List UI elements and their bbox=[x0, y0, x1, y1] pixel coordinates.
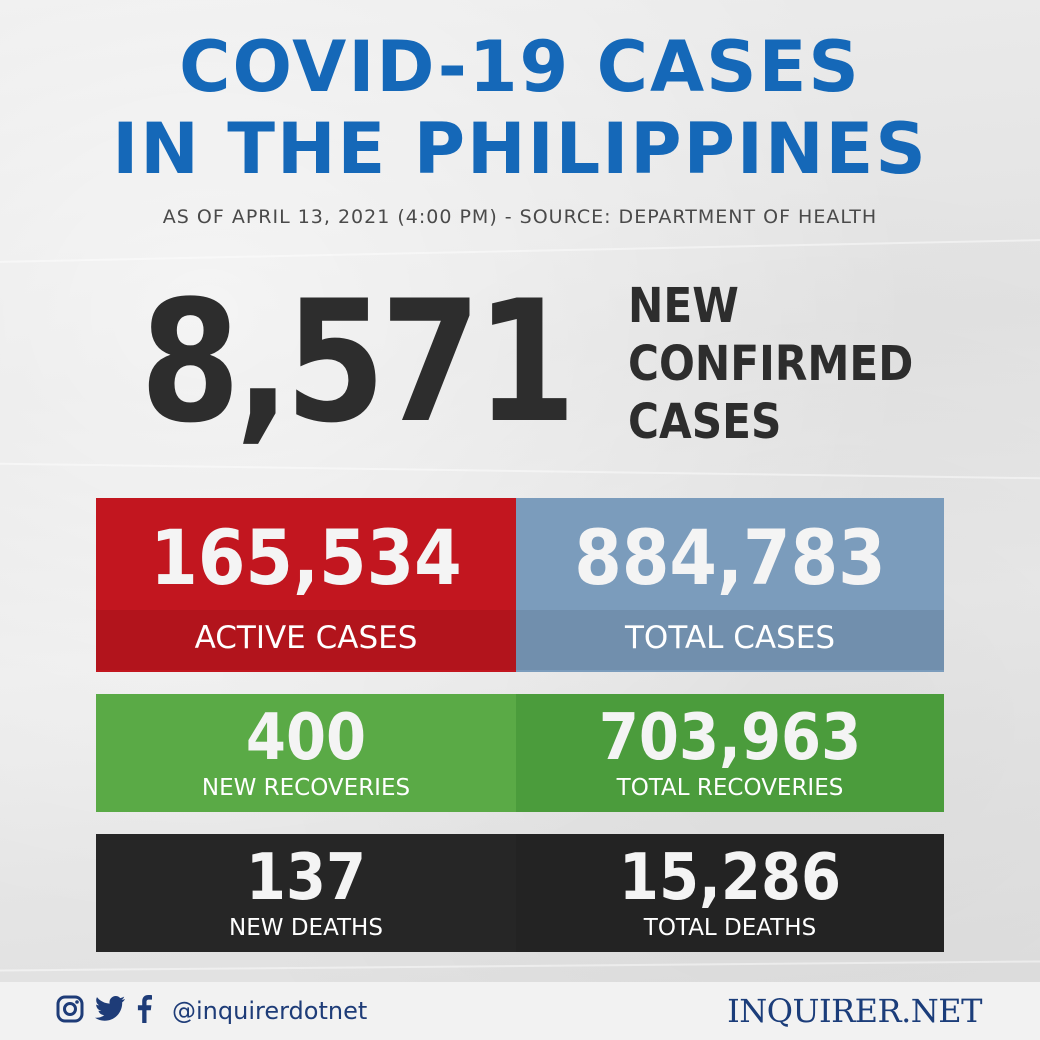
title-line-1: COVID-19 CASES bbox=[179, 26, 861, 108]
active-cases-panel: 165,534 ACTIVE CASES bbox=[96, 498, 516, 672]
new-deaths-panel: 137 NEW DEATHS bbox=[96, 834, 516, 952]
twitter-icon[interactable] bbox=[94, 995, 126, 1027]
panel-label-band bbox=[516, 610, 944, 670]
total-cases-panel: 884,783 TOTAL CASES bbox=[516, 498, 944, 672]
brand-logo: INQUIRER.NET bbox=[727, 992, 982, 1030]
new-confirmed-cases-value: 8,571 bbox=[140, 264, 576, 460]
new-deaths-value: 137 bbox=[245, 841, 367, 915]
footer: @inquirerdotnet INQUIRER.NET bbox=[0, 982, 1040, 1040]
active-cases-value: 165,534 bbox=[150, 513, 462, 602]
new-confirmed-label-line-3: CASES bbox=[628, 394, 782, 450]
instagram-icon[interactable] bbox=[56, 995, 84, 1027]
paper-texture-line bbox=[0, 960, 1040, 972]
new-recoveries-label: NEW RECOVERIES bbox=[201, 775, 411, 801]
total-recoveries-label: TOTAL RECOVERIES bbox=[616, 775, 844, 801]
facebook-icon[interactable] bbox=[136, 995, 152, 1027]
total-recoveries-panel: 703,963 TOTAL RECOVERIES bbox=[516, 694, 944, 812]
total-deaths-panel: 15,286 TOTAL DEATHS bbox=[516, 834, 944, 952]
total-deaths-label: TOTAL DEATHS bbox=[643, 915, 817, 941]
active-cases-label: ACTIVE CASES bbox=[194, 620, 418, 656]
panel-label-band bbox=[96, 610, 516, 670]
new-recoveries-value: 400 bbox=[245, 701, 367, 775]
total-cases-label: TOTAL CASES bbox=[625, 620, 835, 656]
new-confirmed-label-line-2: CONFIRMED bbox=[628, 336, 914, 392]
title-line-2: IN THE PHILIPPINES bbox=[112, 108, 928, 190]
social-handle[interactable]: @inquirerdotnet bbox=[172, 997, 368, 1025]
social-links bbox=[56, 995, 162, 1027]
total-recoveries-value: 703,963 bbox=[598, 701, 862, 775]
paper-texture-line bbox=[0, 238, 1040, 264]
total-cases-value: 884,783 bbox=[574, 513, 886, 602]
new-recoveries-panel: 400 NEW RECOVERIES bbox=[96, 694, 516, 812]
total-deaths-value: 15,286 bbox=[618, 841, 842, 915]
paper-texture-line bbox=[0, 462, 1040, 480]
new-deaths-label: NEW DEATHS bbox=[229, 915, 383, 941]
new-confirmed-label-line-1: NEW bbox=[628, 278, 739, 334]
subtitle: AS OF APRIL 13, 2021 (4:00 PM) - SOURCE:… bbox=[162, 206, 878, 228]
